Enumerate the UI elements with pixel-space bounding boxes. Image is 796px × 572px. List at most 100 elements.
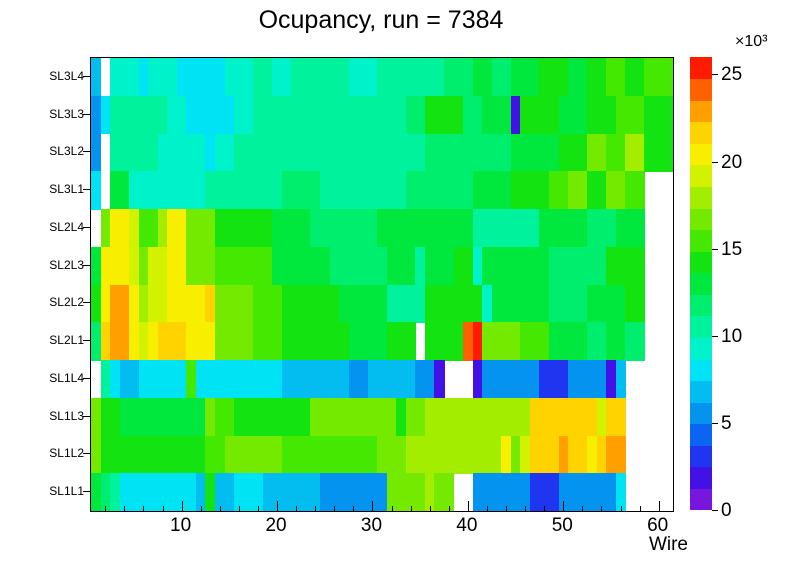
heatmap-cell [510, 95, 521, 135]
heatmap-cell [100, 397, 121, 437]
heatmap-cell [167, 246, 187, 286]
y-axis-label: SL2L4 [49, 219, 84, 234]
heatmap-cell [91, 284, 102, 323]
heatmap-cell [195, 473, 207, 511]
colorbar-band [690, 164, 712, 187]
heatmap-cell [405, 171, 474, 210]
heatmap-cell [424, 397, 531, 437]
heatmap-cell [444, 58, 474, 97]
y-axis-label: SL2L1 [49, 333, 84, 348]
heatmap-cell [91, 322, 102, 361]
x-axis-minor-tick [334, 506, 336, 511]
x-axis-minor-tick [448, 506, 450, 511]
colorbar-tick-label: 15 [721, 238, 743, 260]
heatmap-cell [405, 435, 502, 474]
heatmap-cell [100, 209, 111, 248]
x-axis-minor-tick [525, 506, 527, 511]
heatmap-cell [424, 95, 464, 135]
colorbar-band [690, 488, 712, 510]
heatmap-cell [224, 435, 283, 474]
heatmap-cell [463, 322, 474, 361]
colorbar-band [690, 78, 712, 101]
heatmap-cell [110, 473, 121, 511]
heatmap-cell [138, 246, 149, 286]
heatmap-cell [234, 95, 254, 135]
heatmap-cell [253, 284, 283, 323]
y-axis-label: SL1L4 [49, 370, 84, 385]
x-axis-major-tick [181, 501, 183, 511]
heatmap-cell [482, 95, 512, 135]
colorbar-tick [712, 248, 718, 250]
heatmap-cell [348, 360, 369, 399]
heatmap-cell [510, 171, 550, 210]
colorbar-exponent-label: ×10³ [735, 33, 768, 50]
heatmap-cell [482, 322, 521, 361]
y-axis-label: SL2L3 [49, 257, 84, 272]
heatmap-cell [472, 322, 483, 361]
heatmap-cell [167, 95, 187, 135]
heatmap-cell [644, 133, 673, 172]
x-axis-tick-label: 10 [170, 515, 192, 536]
heatmap-cell [415, 360, 436, 399]
heatmap-cell [129, 284, 140, 323]
heatmap-cell [491, 284, 550, 323]
heatmap-cell [205, 284, 216, 323]
heatmap-cell [424, 133, 512, 172]
heatmap-cell [138, 360, 187, 399]
heatmap-cell [138, 284, 149, 323]
colorbar-band [690, 100, 712, 123]
heatmap-cell [520, 95, 560, 135]
heatmap-cell [548, 246, 607, 286]
heatmap-cell [482, 284, 493, 323]
heatmap-cell [529, 397, 598, 437]
heatmap-cell [606, 397, 626, 437]
y-axis-tick [83, 491, 90, 493]
heatmap-cell [539, 209, 588, 248]
y-axis-tick [83, 264, 90, 266]
x-axis-tick-label: 50 [551, 515, 573, 536]
heatmap-cell [186, 95, 235, 135]
heatmap-cell [100, 473, 111, 511]
heatmap-cell [568, 171, 588, 210]
colorbar-tick [712, 510, 718, 511]
colorbar-band [690, 251, 712, 274]
heatmap-cell [377, 209, 474, 248]
heatmap-cell [510, 435, 521, 474]
x-axis-tick-label: 40 [456, 515, 478, 536]
heatmap-cell [548, 171, 569, 210]
heatmap-cell [386, 284, 426, 323]
heatmap-plot [90, 57, 674, 512]
heatmap-cell [520, 435, 531, 474]
heatmap-cell [215, 397, 235, 437]
heatmap-cell [472, 209, 540, 248]
heatmap-cell [348, 58, 378, 97]
x-axis-minor-tick [257, 506, 259, 511]
heatmap-cell [539, 58, 569, 97]
y-axis-label: SL1L1 [49, 484, 84, 499]
y-axis-tick [83, 340, 90, 342]
heatmap-cell [110, 322, 130, 361]
heatmap-cell [501, 435, 512, 474]
heatmap-cell [215, 284, 254, 323]
y-axis-label: SL3L4 [49, 68, 84, 83]
heatmap-cell [529, 473, 560, 511]
heatmap-cell [606, 360, 617, 399]
heatmap-cell [262, 473, 283, 511]
heatmap-cell [587, 435, 598, 474]
y-axis-tick [83, 226, 90, 228]
heatmap-cell [129, 322, 140, 361]
heatmap-cell [110, 209, 130, 248]
heatmap-cell [587, 209, 617, 248]
x-axis-minor-tick [200, 506, 202, 511]
heatmap-cell [138, 209, 159, 248]
y-axis-label: SL1L2 [49, 446, 84, 461]
heatmap-cell [463, 95, 483, 135]
heatmap-cell [377, 435, 407, 474]
heatmap-cell [110, 360, 121, 399]
heatmap-cell [587, 171, 607, 210]
heatmap-cell [606, 246, 645, 286]
heatmap-cell [205, 473, 216, 511]
heatmap-cell [148, 58, 178, 97]
heatmap-cell [215, 246, 273, 286]
heatmap-cell [100, 246, 130, 286]
